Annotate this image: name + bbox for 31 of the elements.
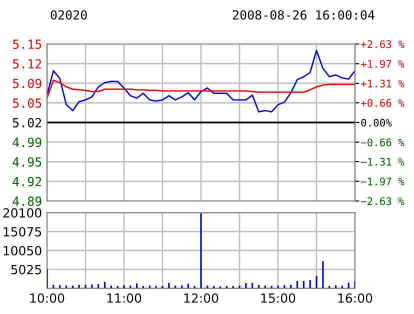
y-tick-label: 5.09 (12, 78, 42, 88)
y-tick-label: 4.95 (12, 157, 42, 167)
line-series (47, 50, 355, 112)
y2-tick-label: +1.31 % (361, 80, 404, 88)
y2-tick-label: −1.31 % (361, 158, 404, 166)
x-tick-label: 15:00 (261, 293, 296, 303)
y2-tick-label: −0.66 % (361, 138, 404, 146)
y2-tick-label: +1.97 % (361, 60, 404, 68)
y2-tick-label: −1.97 % (361, 178, 404, 186)
y-tick-label: 5.05 (12, 98, 42, 108)
chart-title: 02020 (50, 10, 87, 20)
y-tick-label: 20100 (3, 208, 42, 218)
y-tick-label: 15075 (4, 227, 42, 237)
y-tick-label: 5.15 (12, 40, 42, 49)
line-series (47, 80, 355, 99)
y2-tick-label: −2.63 % (361, 197, 404, 206)
y2-tick-label: 0.00% (361, 118, 392, 127)
y2-tick-label: +2.63 % (361, 40, 404, 48)
x-tick-label: 11:00 (107, 293, 142, 303)
chart-subtitle: 2008-08-26 16:00:04 (232, 10, 374, 20)
y-tick-label: 5.12 (12, 59, 42, 69)
y-tick-label: 5025 (11, 264, 42, 274)
y-tick-label: 4.89 (12, 196, 42, 206)
x-tick-label: 12:00 (184, 293, 218, 303)
y-tick-label: 4.92 (12, 176, 42, 186)
y-tick-label: 4.99 (12, 138, 42, 148)
y-tick-label: 5.02 (12, 118, 42, 128)
x-tick-label: 10:00 (30, 293, 64, 303)
x-tick-label: 16:00 (338, 293, 372, 303)
y-tick-label: 10050 (4, 246, 42, 256)
y2-tick-label: +0.66 % (361, 99, 404, 107)
